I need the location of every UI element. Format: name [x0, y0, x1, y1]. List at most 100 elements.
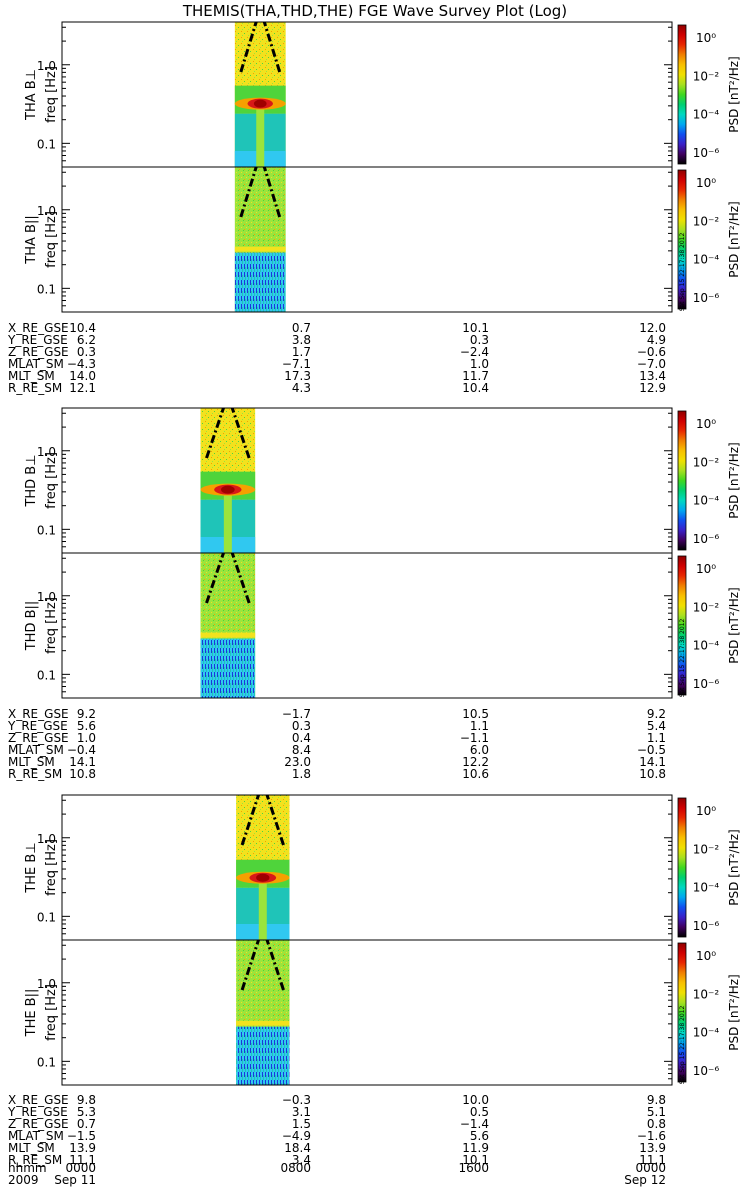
ephemeris-value: 3.1 [291, 1105, 311, 1119]
chart-title: THEMIS(THA,THD,THE) FGE Wave Survey Plot… [182, 2, 568, 20]
ephemeris-value: 10.6 [462, 767, 489, 781]
ephemeris-value: 10.8 [69, 767, 96, 781]
time-tick-label: 0000 [65, 1161, 96, 1175]
ephemeris-label: Y_RE_GSE [8, 719, 68, 733]
ephemeris-row: Z_RE_GSE 0.7 1.5 −1.4 0.8 [8, 1118, 708, 1130]
reference-curve [262, 21, 282, 73]
ephemeris-value: 14.1 [639, 755, 666, 769]
wave-power-peak [221, 485, 235, 494]
colorbar-tick-label: 10⁻² [693, 600, 720, 614]
ephemeris-value: 10.1 [462, 1153, 489, 1167]
ephemeris-value: −1.1 [459, 731, 489, 745]
colorbar-tick-label: 10⁻⁶ [693, 291, 720, 305]
ephemeris-value: 13.4 [639, 369, 666, 383]
colorbar [677, 797, 687, 938]
ephemeris-label: MLT_SM [8, 1141, 55, 1155]
ephemeris-value: 0.5 [469, 1105, 489, 1119]
ephemeris-value: 11.7 [462, 369, 489, 383]
y-axis-label: freq [Hz] [44, 452, 59, 509]
ephemeris-label: MLAT_SM [8, 357, 64, 371]
colorbar-tick-label: 10⁰ [696, 804, 716, 818]
ephemeris-value: −1.4 [459, 1117, 489, 1131]
y-tick-label: 0.1 [37, 910, 56, 924]
ephemeris-value: 8.4 [291, 743, 311, 757]
ephemeris-value: −0.4 [66, 743, 96, 757]
ephemeris-value: −4.9 [281, 1129, 311, 1143]
colorbar-tick-label: 10⁻⁴ [693, 1026, 720, 1040]
ephemeris-label: X_RE_GSE [8, 1093, 69, 1107]
ephemeris-label: Y_RE_GSE [8, 1105, 68, 1119]
panel-frame [61, 552, 673, 699]
spectrogram-stem [258, 877, 267, 940]
ephemeris-label: MLT_SM [8, 755, 55, 769]
ephemeris-value: 11.1 [639, 1153, 666, 1167]
ephemeris-table-the: X_RE_GSE 9.8 −0.3 10.0 9.8 Y_RE_GSE 5.3 3.1 0.5 5… [8, 1094, 708, 1166]
panel-frame [61, 794, 673, 941]
panel-label: THA B|| [24, 215, 39, 264]
ephemeris-value: −2.4 [459, 345, 489, 359]
timestamp-label: Sat Sep 15 22:17:38 2012 [679, 1006, 686, 1085]
ephemeris-value: 12.0 [639, 321, 666, 335]
ephemeris-label: R_RE_SM [8, 1153, 63, 1167]
ephemeris-label: R_RE_SM [8, 381, 63, 395]
colorbar-label: PSD [nT²/Hz] [727, 442, 741, 518]
ephemeris-value: −1.5 [66, 1129, 96, 1143]
reference-curve [205, 552, 225, 604]
y-axis-label: freq [Hz] [44, 66, 59, 123]
spectrogram-stem [223, 489, 232, 553]
panel-label: THD B|| [24, 601, 39, 652]
ephemeris-value: 0.7 [291, 321, 311, 335]
ephemeris-value: 14.1 [69, 755, 96, 769]
ephemeris-value: 10.1 [462, 321, 489, 335]
ephemeris-label: X_RE_GSE [8, 707, 69, 721]
ephemeris-value: 0.3 [76, 345, 96, 359]
spectrogram-panel: 1.0 0.1 THE B|| freq [Hz] 10⁰ 10⁻² 10⁻⁴ 10⁻⁶ PSD… [24, 939, 741, 1086]
ephemeris-row: R_RE_SM 12.1 4.3 10.4 12.9 [8, 382, 708, 394]
ephemeris-label: R_RE_SM [8, 767, 63, 781]
spectrogram-lowfreq-band [236, 1026, 290, 1085]
ephemeris-value: 4.9 [646, 333, 666, 347]
ephemeris-value: 9.8 [646, 1093, 666, 1107]
ephemeris-value: 5.3 [76, 1105, 96, 1119]
reference-curve [265, 939, 285, 991]
colorbar-tick-label: 10⁻² [693, 842, 720, 856]
ephemeris-label: MLT_SM [8, 369, 55, 383]
time-tick-label: 0000 [635, 1161, 666, 1175]
time-axis-labels: hhmm 0000 0800 1600 0000 2009 Sep 11 Sep… [8, 1162, 708, 1186]
ephemeris-value: 9.2 [646, 707, 666, 721]
ephemeris-row: MLT_SM 14.1 23.0 12.2 14.1 [8, 756, 708, 768]
panel-frame [61, 939, 673, 1086]
colorbar-tick-label: 10⁻⁶ [693, 1064, 720, 1078]
colorbar-tick-label: 10⁰ [696, 417, 716, 431]
ephemeris-label: MLAT_SM [8, 1129, 64, 1143]
colorbar-tick-label: 10⁰ [696, 562, 716, 576]
y-axis-label: freq [Hz] [44, 597, 59, 654]
ephemeris-value: 10.8 [639, 767, 666, 781]
ephemeris-value: 6.0 [469, 743, 489, 757]
ephemeris-value: −7.0 [636, 357, 666, 371]
panel-frame [61, 166, 673, 313]
ephemeris-value: 4.3 [291, 381, 311, 395]
ephemeris-value: 10.0 [462, 1093, 489, 1107]
panel-label: THA B⊥ [24, 69, 39, 121]
ephemeris-label: Z_RE_GSE [8, 731, 69, 745]
ephemeris-table-tha: X_RE_GSE 10.4 0.7 10.1 12.0 Y_RE_GSE 6.2 3.8 0.3… [8, 322, 708, 394]
spectrogram-panel: 1.0 0.1 THA B⊥ freq [Hz] 10⁰ 10⁻² 10⁻⁴ 10⁻⁶ PSD … [24, 21, 741, 168]
ephemeris-row: Y_RE_GSE 6.2 3.8 0.3 4.9 [8, 334, 708, 346]
ephemeris-value: 13.9 [639, 1141, 666, 1155]
ephemeris-label: Y_RE_GSE [8, 333, 68, 347]
time-tick-label: 1600 [458, 1161, 489, 1175]
reference-curve [240, 794, 260, 846]
ephemeris-value: 5.6 [469, 1129, 489, 1143]
panel-label: THE B|| [24, 989, 39, 1038]
reference-curve [230, 407, 251, 459]
ephemeris-value: 17.3 [284, 369, 311, 383]
spectrogram-panel: 1.0 0.1 THE B⊥ freq [Hz] 10⁰ 10⁻² 10⁻⁴ 10⁻⁶ PSD … [24, 794, 741, 941]
ephemeris-value: 1.0 [469, 357, 489, 371]
ephemeris-value: 0.8 [646, 1117, 666, 1131]
ephemeris-value: 1.0 [76, 731, 96, 745]
colorbar [677, 24, 687, 165]
y-tick-label: 0.1 [37, 668, 56, 682]
